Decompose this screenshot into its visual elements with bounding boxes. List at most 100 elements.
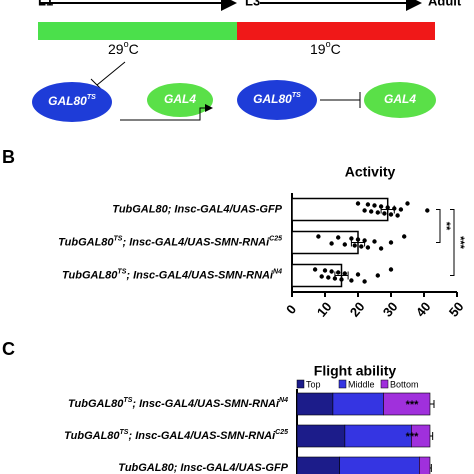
label-part: ; Insc-GAL4/UAS-SMN-RNAi [128, 430, 276, 442]
data-point [355, 237, 361, 242]
gal4-node [147, 83, 213, 117]
label-part: TubGAL80 [64, 430, 120, 442]
data-point [382, 211, 387, 216]
category-label: TubGAL80; Insc-GAL4/UAS-GFP [112, 203, 282, 215]
gal80-node [32, 82, 112, 122]
category-label: TubGAL80TS; Insc-GAL4/UAS-SMN-RNAiN4 [68, 397, 288, 410]
red-bar [237, 22, 435, 40]
data-point [375, 210, 380, 215]
category-label: TubGAL80TS; Insc-GAL4/UAS-SMN-RNAiC25 [64, 429, 288, 442]
data-point [362, 208, 367, 213]
data-point [355, 272, 361, 277]
legend-swatch [380, 379, 389, 389]
label-part: TubGAL80 [68, 398, 124, 410]
data-point [388, 212, 394, 217]
data-point [349, 278, 354, 283]
data-point [385, 205, 390, 210]
legend-label: Bottom [390, 379, 419, 389]
data-point [332, 276, 338, 281]
label-part: ; Insc-GAL4/UAS-SMN-RNAi [122, 236, 270, 248]
bar-segment [419, 456, 431, 474]
panel-letter: B [2, 147, 15, 167]
gal4-node [364, 82, 436, 118]
green-bar [38, 22, 237, 40]
promoter-arrow [120, 104, 213, 121]
label-part: C25 [269, 235, 282, 242]
panel-letter: C [2, 339, 15, 359]
data-point [372, 203, 377, 208]
data-point [342, 271, 347, 276]
data-point [342, 242, 347, 247]
label-part: TS [123, 397, 132, 404]
bar-segment [296, 424, 346, 448]
sig-label: *** [454, 236, 466, 250]
label-part: TubGAL80 [58, 236, 114, 248]
legend-label: Top [306, 379, 321, 389]
error-bar [430, 464, 432, 472]
data-point [349, 236, 354, 241]
bar [291, 230, 359, 255]
data-point [392, 206, 397, 211]
data-point [395, 213, 400, 218]
data-point [362, 279, 367, 284]
legend-swatch [296, 379, 305, 389]
data-point [326, 275, 331, 280]
label-part: TubGAL80; Insc-GAL4/UAS-GFP [112, 203, 282, 215]
gal80-node [237, 80, 317, 120]
bar-segment [344, 424, 412, 448]
x-tick-label: 20 [347, 299, 368, 320]
gal4-label: GAL4 [164, 92, 196, 106]
bar-segment [332, 392, 384, 416]
error-bar [430, 400, 435, 408]
label-part: TubGAL80; Insc-GAL4/UAS-GFP [118, 462, 288, 474]
bar [291, 263, 343, 288]
data-point [329, 241, 334, 246]
panel-a: L1 L3 Adult 29oC 19oC GAL80TS GAL4 GAL80… [32, 0, 462, 122]
x-tick-label: 50 [446, 299, 467, 320]
data-point [378, 246, 384, 251]
bar [291, 197, 389, 222]
inhibit [96, 61, 126, 86]
data-point [336, 270, 341, 275]
bar-segment [296, 456, 340, 474]
category-label: TubGAL80; Insc-GAL4/UAS-GFP [118, 462, 288, 474]
data-point [375, 273, 380, 278]
data-point [365, 202, 371, 207]
sig-label: ** [440, 222, 452, 231]
data-point [339, 277, 344, 282]
label-part: TS [114, 235, 123, 242]
bar-segment [296, 392, 334, 416]
data-point [322, 268, 328, 273]
legend-swatch [338, 379, 347, 389]
data-point [362, 238, 367, 243]
data-point [372, 239, 377, 244]
gal80-label: GAL80TS [48, 94, 96, 108]
x-tick-label: 30 [380, 299, 401, 320]
label-part: C25 [275, 429, 288, 436]
stage: L3 [245, 0, 260, 8]
chart-title: Activity [345, 164, 396, 180]
label-part: N4 [279, 397, 288, 404]
data-point [369, 209, 374, 214]
label-part: TubGAL80 [62, 269, 118, 281]
chart-title: Flight ability [314, 363, 397, 379]
label-part: N4 [273, 268, 282, 275]
stage: L1 [38, 0, 53, 8]
data-point [388, 267, 394, 272]
label-part: ; Insc-GAL4/UAS-SMN-RNAi [126, 269, 274, 281]
data-point [378, 204, 384, 209]
data-point [336, 235, 341, 240]
temperature: 29oC [108, 39, 139, 56]
stage: Adult [428, 0, 462, 8]
sig-bracket [450, 209, 455, 276]
bar-segment [339, 456, 420, 474]
sig-bracket [436, 209, 441, 243]
x-tick-label: 10 [314, 299, 335, 320]
category-label: TubGAL80TS; Insc-GAL4/UAS-SMN-RNAiC25 [58, 235, 282, 248]
data-point [365, 245, 371, 250]
x-tick-label: 40 [413, 299, 434, 320]
label-part: TS [117, 268, 126, 275]
category-label: TubGAL80TS; Insc-GAL4/UAS-SMN-RNAiN4 [62, 268, 282, 281]
data-point [388, 240, 394, 245]
